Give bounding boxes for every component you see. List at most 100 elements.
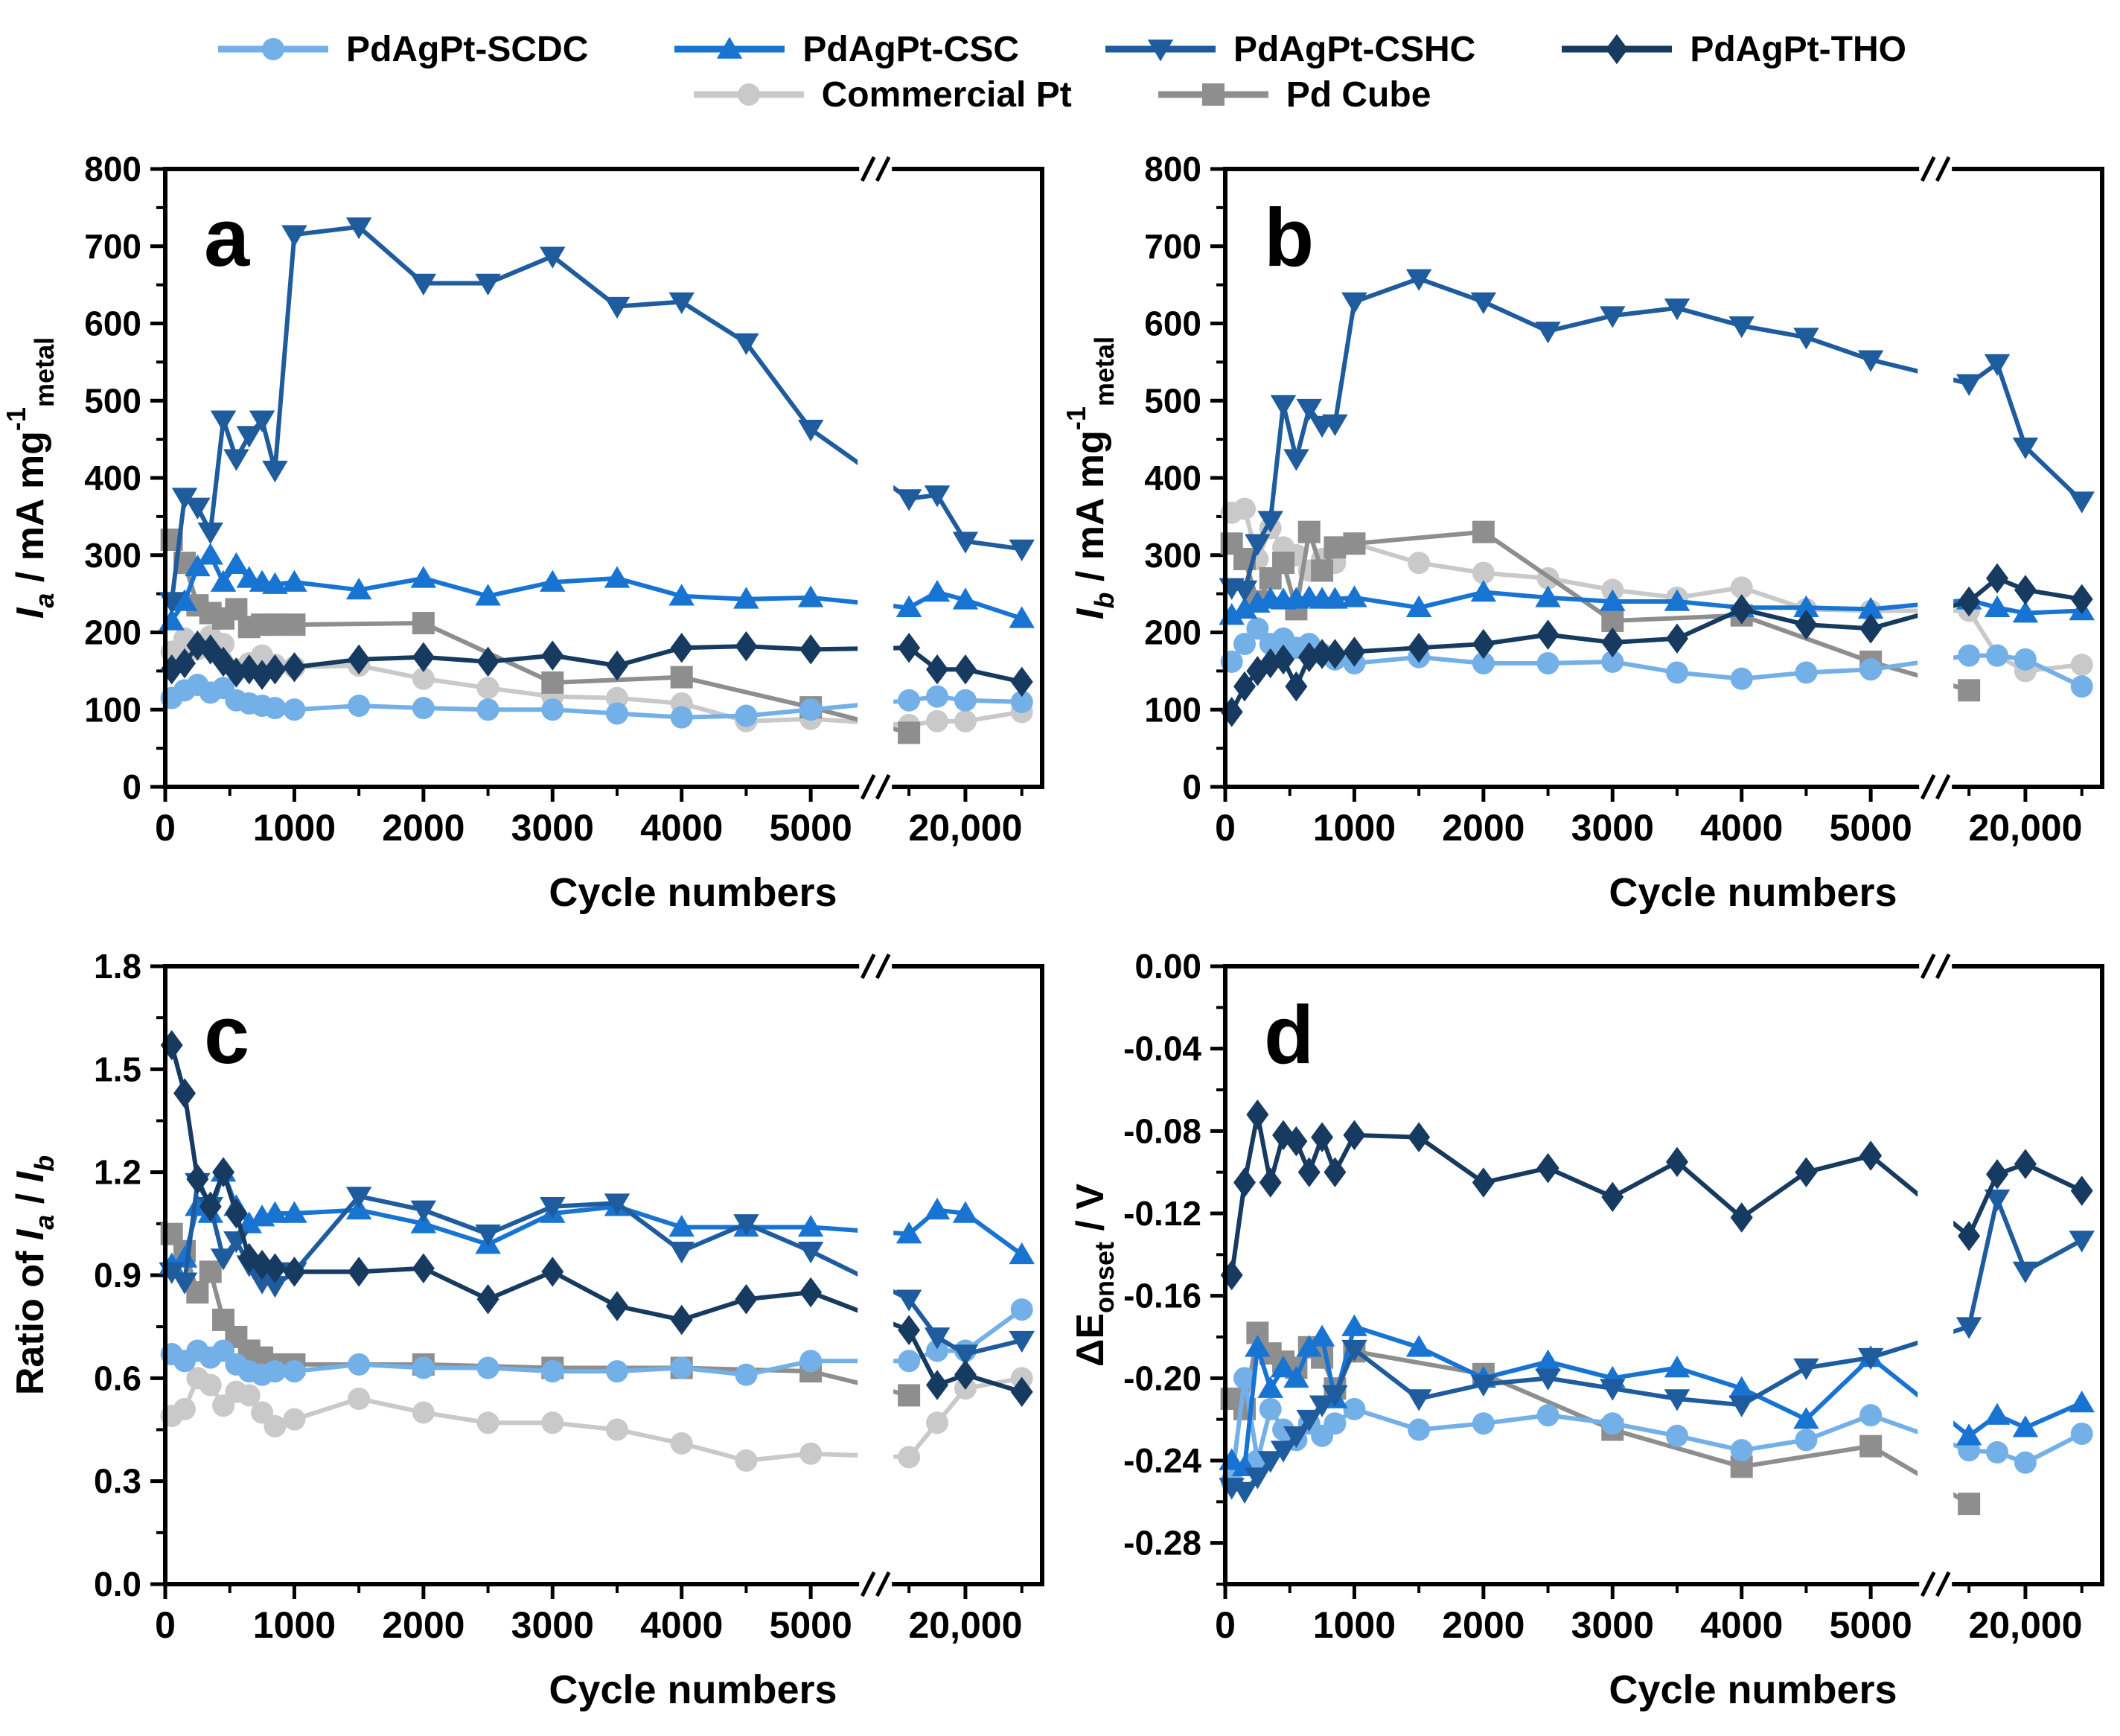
x-tick-label: 20,000 <box>908 807 1022 849</box>
tri-up-marker <box>197 543 223 565</box>
x-tick-label: 1000 <box>253 807 336 849</box>
diamond-marker <box>412 642 435 672</box>
circle-marker <box>799 698 823 721</box>
tri-down-marker <box>1009 539 1035 561</box>
diamond-marker <box>799 1277 823 1308</box>
y-tick-label: 600 <box>84 304 141 343</box>
series-pdagpt-tho <box>1220 1099 2093 1291</box>
circle-marker <box>1730 667 1753 690</box>
square-marker <box>1472 520 1495 543</box>
circle-marker <box>605 702 628 725</box>
csc-triangle-up-icon <box>674 36 785 59</box>
tri-up-marker <box>2012 601 2039 623</box>
square-marker <box>1859 1435 1883 1458</box>
x-tick-label: 2000 <box>382 807 464 849</box>
axis-break-band <box>858 959 894 1592</box>
tri-down-marker <box>210 1248 237 1271</box>
tri-down-marker <box>1535 322 1561 344</box>
panel-letter: a <box>204 192 250 284</box>
diamond-marker <box>1601 627 1624 658</box>
y-tick-label: 500 <box>1144 381 1201 420</box>
circle-marker <box>1958 644 1981 667</box>
tri-down-marker <box>171 1272 198 1295</box>
x-tick-label: 5000 <box>1830 807 1912 849</box>
square-marker <box>1297 520 1321 543</box>
tri-down-marker <box>262 1276 288 1298</box>
circle-marker <box>1408 552 1431 575</box>
square-marker <box>199 1260 222 1283</box>
tri-up-marker <box>281 569 307 592</box>
axis-break-band <box>858 162 894 794</box>
circle-marker <box>898 1446 921 1469</box>
circle-marker <box>954 689 977 712</box>
diamond-marker <box>1285 671 1308 702</box>
legend-item-pdagpt-scdc: PdAgPt-SCDC <box>214 29 588 70</box>
square-marker <box>1311 559 1334 582</box>
x-axis-title: Cycle numbers <box>1609 870 1897 915</box>
y-tick-label: 200 <box>84 613 141 652</box>
tri-up-marker <box>410 1211 437 1234</box>
diamond-marker <box>2014 1149 2037 1179</box>
circle-marker <box>2014 648 2037 671</box>
tri-up-marker <box>223 552 249 574</box>
diamond-marker <box>283 651 306 683</box>
diamond-marker <box>1795 1157 1818 1187</box>
diamond-marker <box>799 634 823 665</box>
circle-marker <box>412 697 435 720</box>
circle-marker <box>926 709 949 733</box>
diamond-marker <box>1272 644 1295 675</box>
commercial-pt-circle-icon <box>693 83 804 106</box>
y-tick-label: 100 <box>1144 690 1201 729</box>
y-tick-label: 100 <box>84 690 141 729</box>
y-tick-label: 1.5 <box>94 1050 141 1088</box>
tri-down-marker <box>1405 269 1432 291</box>
circle-marker <box>1795 661 1818 684</box>
y-tick-label: 500 <box>84 381 141 420</box>
circle-marker <box>926 685 949 708</box>
tri-down-marker <box>475 1224 501 1247</box>
x-tick-label: 5000 <box>770 1604 852 1646</box>
tri-up-marker <box>1793 1407 1819 1429</box>
diamond-marker <box>264 654 287 685</box>
x-tick-label: 1000 <box>1313 1604 1396 1646</box>
diamond-marker <box>541 640 564 671</box>
tri-up-marker <box>797 585 824 607</box>
y-tick-label: -0.24 <box>1123 1441 1201 1480</box>
diamond-marker <box>283 1257 306 1287</box>
diamond-marker <box>476 646 499 677</box>
circle-marker <box>1859 1404 1883 1427</box>
diamond-marker <box>1343 1120 1366 1151</box>
tri-up-marker <box>1009 606 1035 628</box>
tri-down-marker <box>1955 374 1982 396</box>
tri-down-marker <box>1009 1330 1035 1353</box>
panels-grid: 0 100 200 300 400 500 600 700 800 0 1000 2000 3000 40… <box>0 138 2120 1732</box>
tri-up-marker <box>410 566 437 588</box>
tri-down-marker <box>1728 1395 1755 1417</box>
diamond-marker <box>1472 628 1495 660</box>
square-marker <box>283 613 306 636</box>
diamond-marker <box>348 644 371 675</box>
tri-down-marker <box>733 333 759 355</box>
circle-marker <box>1536 1404 1559 1427</box>
panel-a: 0 100 200 300 400 500 600 700 800 0 1000 2000 3000 40… <box>0 138 1060 935</box>
series-pdagpt-cshc <box>159 217 1035 614</box>
y-axis-title: Ib / mA mg-1metal <box>1061 336 1120 619</box>
tri-down-marker <box>210 410 237 433</box>
x-tick-label: 2000 <box>1442 807 1524 849</box>
panel-b: 0 100 200 300 400 500 600 700 800 0 1000 2000 3000 40… <box>1060 138 2120 935</box>
tri-down-marker <box>1283 449 1309 471</box>
circle-marker <box>1233 497 1257 520</box>
y-tick-label: 200 <box>1144 613 1201 652</box>
circle-marker <box>1536 652 1559 674</box>
tri-down-marker <box>924 485 951 508</box>
tri-down-marker <box>797 1241 824 1264</box>
x-tick-label: 1000 <box>253 1604 336 1646</box>
panel-letter: d <box>1264 989 1314 1081</box>
tri-down-marker <box>1341 292 1367 314</box>
tri-down-marker <box>345 217 372 240</box>
cshc-triangle-down-icon <box>1105 39 1216 62</box>
tri-down-marker <box>1322 1385 1348 1407</box>
diamond-marker <box>1472 1167 1495 1198</box>
tri-up-marker <box>262 572 288 594</box>
panel-letter: b <box>1264 192 1314 284</box>
